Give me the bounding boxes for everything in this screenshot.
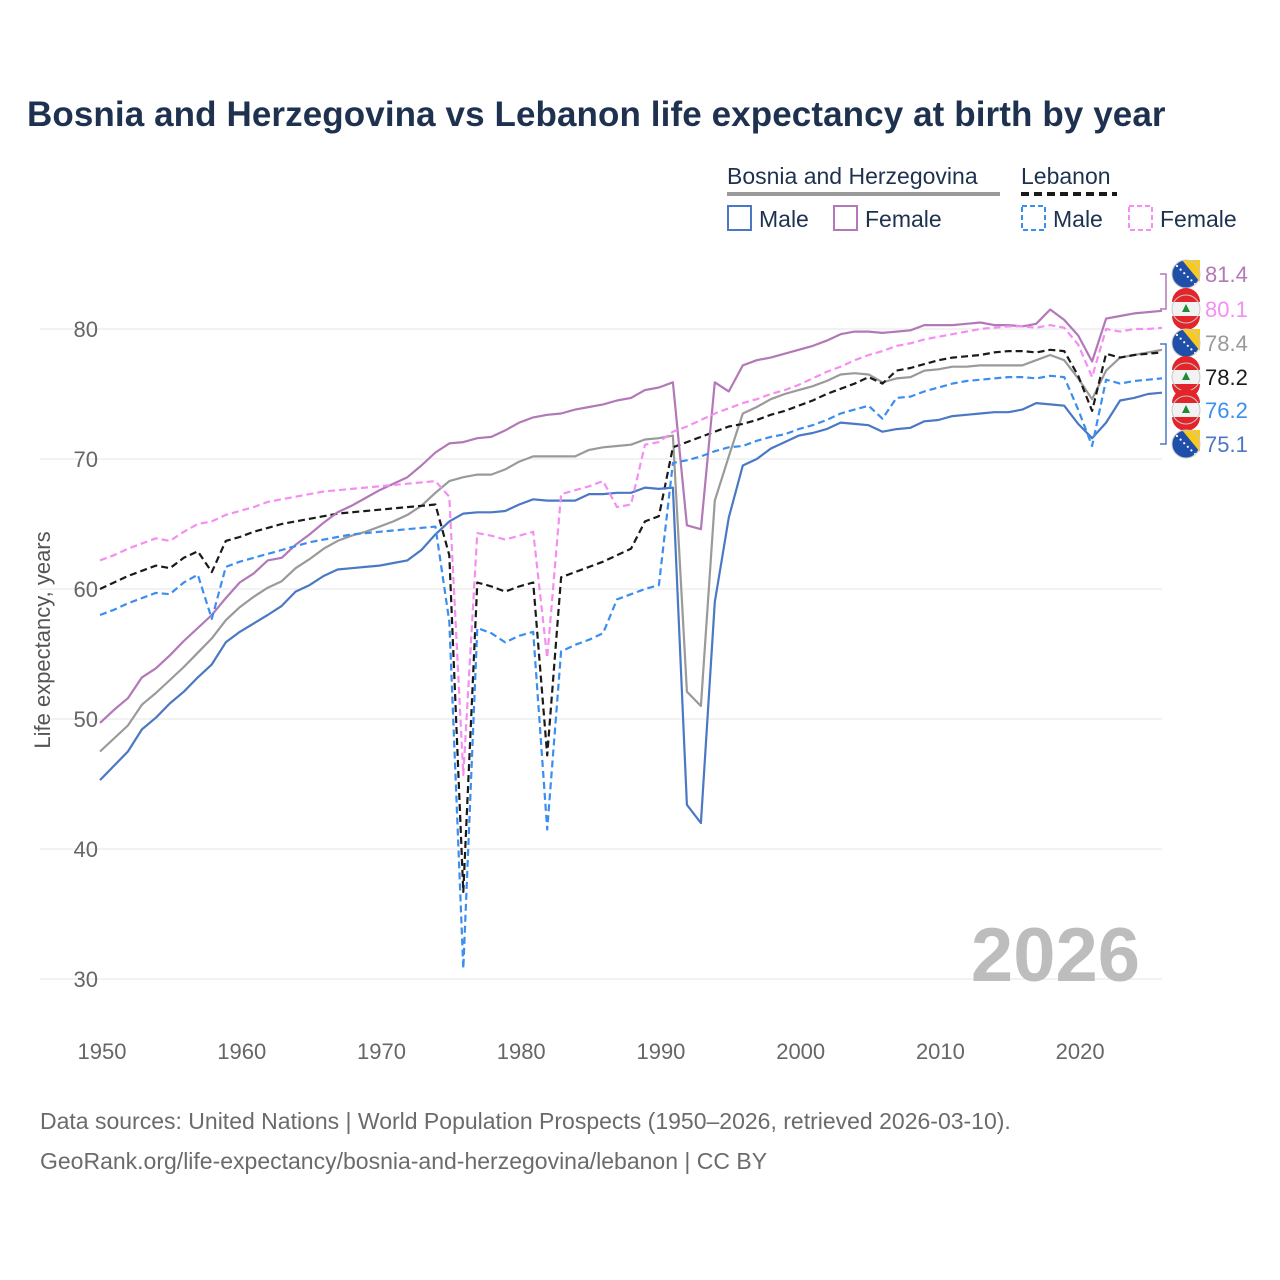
cedar-icon <box>1182 405 1190 413</box>
bosnia-flag-icon <box>1171 429 1201 459</box>
bosnia-flag-triangle <box>1182 430 1200 452</box>
bosnia-flag-star <box>1183 272 1186 275</box>
year-watermark: 2026 <box>970 913 1140 998</box>
flag-outline <box>1171 395 1201 425</box>
bosnia-flag-star <box>1186 344 1189 347</box>
bosnia-flag-icon <box>1171 328 1201 358</box>
end-value-label: 80.1 <box>1205 297 1248 322</box>
bosnia-flag-star <box>1183 442 1186 445</box>
series-line <box>99 348 1163 893</box>
lebanon-flag-icon <box>1171 288 1201 330</box>
page-title: Bosnia and Herzegovina vs Lebanon life e… <box>27 95 1166 134</box>
bosnia-flag-triangle <box>1182 329 1200 351</box>
bosnia-flag-star <box>1190 279 1193 282</box>
bosnia-flag-star <box>1183 341 1186 344</box>
flag-outline <box>1171 294 1201 324</box>
label-connector <box>1160 273 1167 310</box>
y-tick-label: 60 <box>74 577 98 602</box>
series-line <box>99 308 1163 724</box>
x-tick-label: 2020 <box>1056 1039 1105 1064</box>
y-tick-label: 40 <box>74 837 98 862</box>
series-line <box>99 324 1163 776</box>
bosnia-flag-icon <box>1171 259 1201 289</box>
bosnia-flag-star <box>1175 333 1179 337</box>
bosnia-flag-triangle <box>1182 260 1200 282</box>
x-tick-label: 2000 <box>776 1039 825 1064</box>
legend-item-label[interactable]: Female <box>1160 206 1237 232</box>
end-value-label: 75.1 <box>1205 432 1248 457</box>
y-axis-label: Life expectancy, years <box>30 531 55 748</box>
x-tick-label: 1980 <box>497 1039 546 1064</box>
legend-swatch[interactable] <box>1021 205 1046 231</box>
series-line <box>99 391 1163 825</box>
end-value-label: 78.4 <box>1205 331 1248 356</box>
series-line <box>99 348 1163 753</box>
end-value-label: 76.2 <box>1205 398 1248 423</box>
legend-item-label[interactable]: Male <box>759 206 809 232</box>
legend-swatch[interactable] <box>833 205 858 231</box>
bosnia-flag-star <box>1179 268 1182 271</box>
x-tick-label: 1970 <box>357 1039 406 1064</box>
x-tick-label: 2010 <box>916 1039 965 1064</box>
data-source-text: Data sources: United Nations | World Pop… <box>40 1108 1011 1134</box>
legend-item-label[interactable]: Male <box>1053 206 1103 232</box>
legend-group-label[interactable]: Bosnia and Herzegovina <box>727 163 978 189</box>
source-link-text[interactable]: GeoRank.org/life-expectancy/bosnia-and-h… <box>40 1148 768 1174</box>
series-line <box>99 374 1163 970</box>
bosnia-flag-star <box>1175 434 1179 438</box>
bosnia-flag-star <box>1190 348 1193 351</box>
bosnia-flag-star <box>1175 264 1179 268</box>
legend-item-label[interactable]: Female <box>865 206 942 232</box>
bosnia-flag-star <box>1190 449 1193 452</box>
legend-swatch[interactable] <box>727 205 752 231</box>
y-tick-label: 70 <box>74 447 98 472</box>
bosnia-flag-star <box>1186 275 1189 278</box>
label-connector <box>1160 343 1167 445</box>
y-tick-label: 30 <box>74 967 98 992</box>
bosnia-flag-star <box>1179 438 1182 441</box>
flag-outline <box>1171 429 1201 459</box>
legend-group-label[interactable]: Lebanon <box>1021 163 1111 189</box>
legend-swatch[interactable] <box>1128 205 1153 231</box>
lebanon-flag-icon <box>1171 356 1201 398</box>
lebanon-flag-icon <box>1171 389 1201 431</box>
bosnia-flag-star <box>1179 337 1182 340</box>
y-tick-label: 80 <box>74 317 98 342</box>
x-tick-label: 1990 <box>636 1039 685 1064</box>
end-value-label: 81.4 <box>1205 262 1248 287</box>
x-tick-label: 1960 <box>217 1039 266 1064</box>
cedar-icon <box>1182 304 1190 312</box>
end-value-label: 78.2 <box>1205 365 1248 390</box>
x-tick-label: 1950 <box>78 1039 127 1064</box>
y-tick-label: 50 <box>74 707 98 732</box>
bosnia-flag-star <box>1186 445 1189 448</box>
cedar-icon <box>1182 372 1190 380</box>
